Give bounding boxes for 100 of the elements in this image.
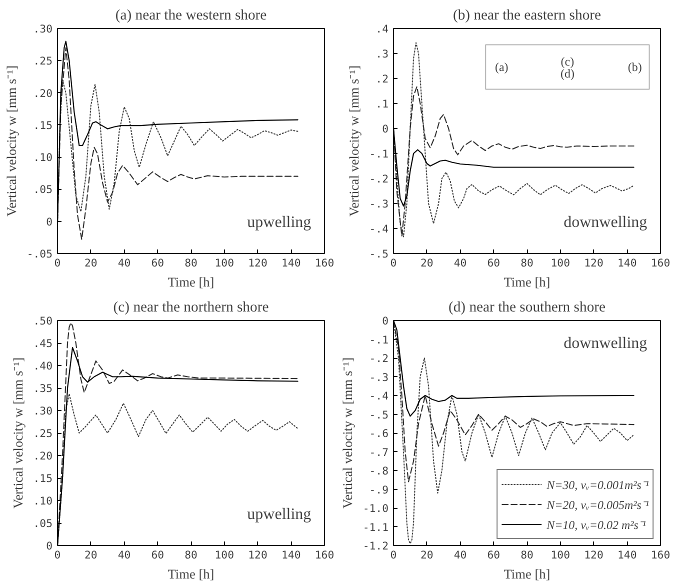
y-tick-label: .20 xyxy=(33,450,53,462)
x-tick-label: 60 xyxy=(487,256,500,270)
y-tick-label: 0 xyxy=(46,540,53,552)
x-tick-label: 0 xyxy=(54,256,61,270)
y-tick-label: -1.2 xyxy=(362,540,389,552)
y-tick-label: -.3 xyxy=(369,198,389,210)
x-tick-label: 0 xyxy=(390,548,397,562)
x-tick-label: 40 xyxy=(118,548,131,562)
x-axis-title: Time [h] xyxy=(168,566,214,582)
y-tick-label: -.5 xyxy=(369,408,389,422)
y-tick-label: .25 xyxy=(33,54,53,68)
legend-label: N=10, νᵥ=0.02 m²s⁻¹ xyxy=(546,516,646,532)
chart-title: (c) near the northern shore xyxy=(113,300,269,316)
y-tick-label: 0 xyxy=(382,314,389,328)
y-tick-label: -.2 xyxy=(369,172,389,186)
annotation: upwelling xyxy=(247,506,312,523)
y-tick-label: -.9 xyxy=(369,483,389,496)
annotation: upwelling xyxy=(247,214,312,231)
y-tick-label: -.05 xyxy=(26,248,53,260)
y-axis-title: Vertical velocity w [mm s⁻¹] xyxy=(10,357,26,509)
x-tick-label: 140 xyxy=(282,256,301,270)
y-tick-label: -.1 xyxy=(369,148,389,160)
y-tick-label: -.7 xyxy=(369,446,389,459)
x-tick-label: 40 xyxy=(454,256,467,270)
y-tick-label: .15 xyxy=(33,118,53,132)
x-tick-label: 140 xyxy=(282,548,301,562)
y-tick-label: .10 xyxy=(33,151,53,164)
annotation: (b) xyxy=(628,60,642,74)
y-tick-label: .30 xyxy=(33,22,53,36)
x-tick-label: 20 xyxy=(420,256,434,270)
x-tick-label: 100 xyxy=(214,256,234,270)
x-tick-label: 0 xyxy=(54,548,61,562)
y-tick-label: -1.1 xyxy=(362,520,389,534)
x-tick-label: 80 xyxy=(184,256,198,270)
annotation: downwelling xyxy=(564,335,648,352)
x-axis-title: Time [h] xyxy=(504,566,550,582)
y-tick-label: .1 xyxy=(376,98,389,110)
chart-title: (a) near the western shore xyxy=(115,8,267,24)
y-tick-label: 0 xyxy=(382,122,389,136)
y-tick-label: -.4 xyxy=(369,390,389,402)
x-tick-label: 80 xyxy=(520,548,534,562)
x-tick-label: 60 xyxy=(487,548,500,562)
x-tick-label: 80 xyxy=(520,256,534,270)
x-tick-label: 40 xyxy=(454,548,467,562)
y-tick-label: .3 xyxy=(376,48,389,60)
y-tick-label: .05 xyxy=(33,183,53,196)
chart-title: (d) near the southern shore xyxy=(448,300,606,316)
y-tick-label: -1.0 xyxy=(362,502,389,515)
x-tick-label: 140 xyxy=(618,256,637,270)
y-tick-label: .2 xyxy=(376,72,389,86)
y-axis-title: Vertical velocity w [mm s⁻¹] xyxy=(346,65,362,217)
y-axis-title: Vertical velocity w [mm s⁻¹] xyxy=(340,357,355,509)
x-tick-label: 140 xyxy=(618,548,637,562)
chart-title: (b) near the eastern shore xyxy=(452,8,602,24)
x-tick-label: 160 xyxy=(650,548,670,562)
y-tick-label: .15 xyxy=(33,472,53,485)
x-tick-label: 100 xyxy=(550,548,570,562)
x-tick-label: 20 xyxy=(84,256,98,270)
y-tick-label: -.6 xyxy=(369,427,389,440)
y-tick-label: -.3 xyxy=(369,370,389,384)
x-tick-label: 120 xyxy=(584,548,604,562)
annotation: downwelling xyxy=(564,214,648,231)
y-tick-label: -.2 xyxy=(369,352,389,365)
x-tick-label: 0 xyxy=(390,256,397,270)
legend-label: N=30, νᵥ=0.001m²s⁻¹ xyxy=(546,476,649,492)
annotation: (c) xyxy=(560,54,574,68)
y-tick-label: .10 xyxy=(33,494,53,508)
y-tick-label: .20 xyxy=(33,86,53,100)
y-tick-label: -.4 xyxy=(369,222,389,236)
y-tick-label: .25 xyxy=(33,427,53,440)
y-tick-label: .05 xyxy=(33,517,53,530)
x-tick-label: 120 xyxy=(248,548,268,562)
annotation: (a) xyxy=(494,60,508,74)
x-tick-label: 20 xyxy=(420,548,434,562)
y-tick-label: .35 xyxy=(33,382,53,395)
x-tick-label: 160 xyxy=(314,256,334,270)
x-tick-label: 60 xyxy=(151,256,164,270)
x-tick-label: 80 xyxy=(184,548,198,562)
x-axis-title: Time [h] xyxy=(504,274,550,290)
x-tick-label: 160 xyxy=(314,548,334,562)
y-tick-label: -.5 xyxy=(369,248,389,260)
y-tick-label: .45 xyxy=(33,337,53,350)
x-tick-label: 60 xyxy=(151,548,164,562)
x-tick-label: 20 xyxy=(84,548,98,562)
y-tick-label: .4 xyxy=(376,22,389,36)
x-tick-label: 120 xyxy=(248,256,268,270)
x-tick-label: 160 xyxy=(650,256,670,270)
y-tick-label: .30 xyxy=(33,404,53,418)
y-axis-title: Vertical velocity w [mm s⁻¹] xyxy=(4,65,19,217)
x-axis-title: Time [h] xyxy=(168,274,214,290)
x-tick-label: 100 xyxy=(550,256,570,270)
legend-label: N=20, νᵥ=0.005m²s⁻¹ xyxy=(546,496,649,512)
x-tick-label: 120 xyxy=(584,256,604,270)
y-tick-label: .50 xyxy=(33,314,53,328)
y-tick-label: -.8 xyxy=(369,464,389,478)
y-tick-label: 0 xyxy=(46,215,53,228)
y-tick-label: -.1 xyxy=(369,333,389,346)
x-tick-label: 40 xyxy=(118,256,131,270)
y-tick-label: .40 xyxy=(33,360,53,372)
x-tick-label: 100 xyxy=(214,548,234,562)
